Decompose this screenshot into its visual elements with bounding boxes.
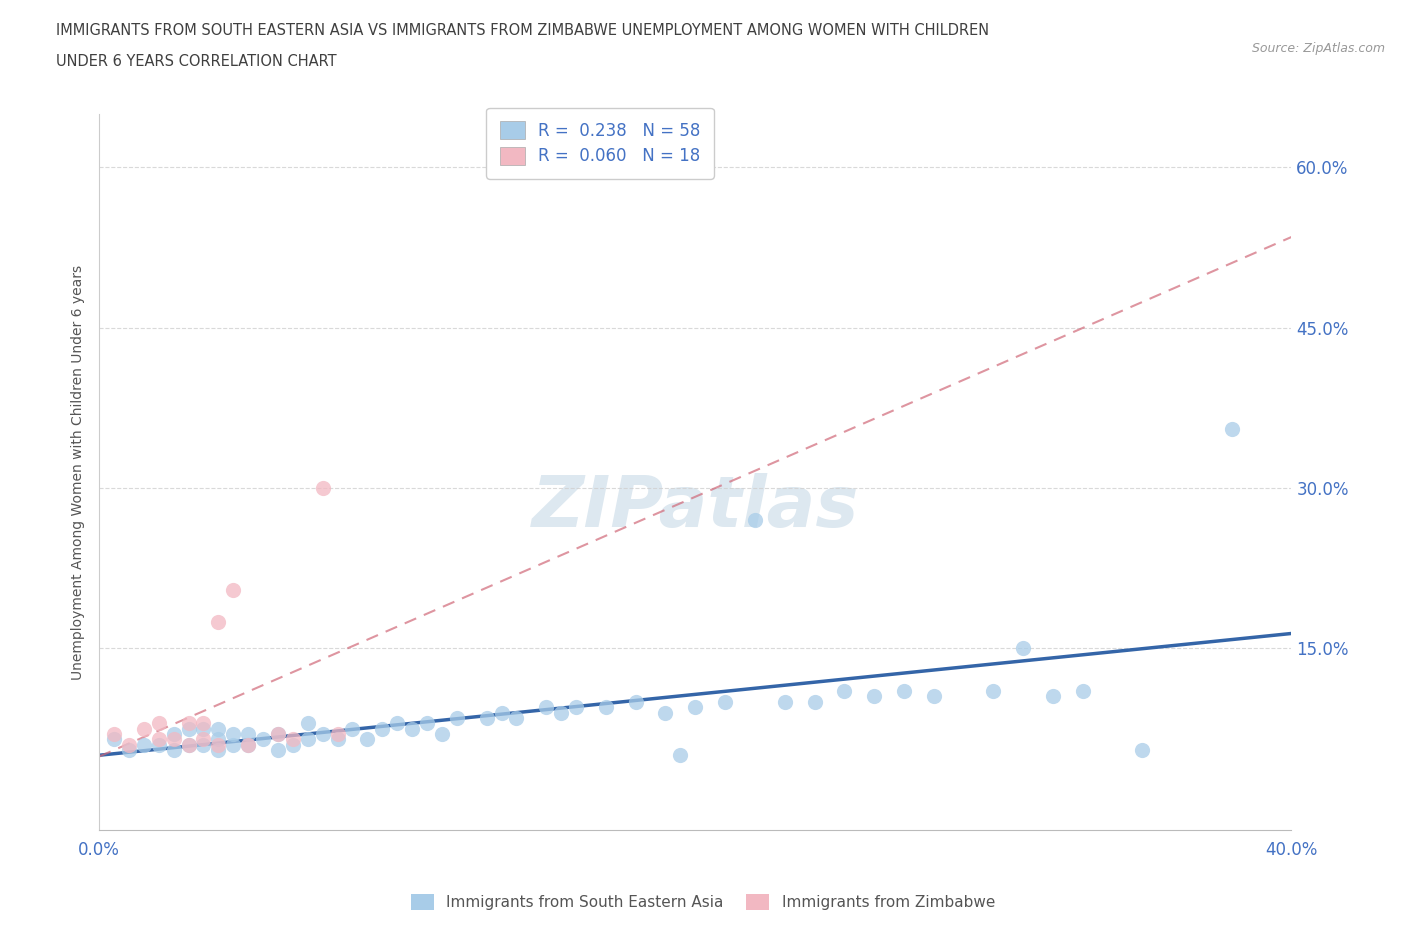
Point xyxy=(267,726,290,741)
Point xyxy=(863,689,886,704)
Point xyxy=(207,614,229,629)
Point xyxy=(252,732,274,747)
Point xyxy=(1220,422,1243,437)
Point xyxy=(281,732,304,747)
Text: UNDER 6 YEARS CORRELATION CHART: UNDER 6 YEARS CORRELATION CHART xyxy=(56,54,337,69)
Point xyxy=(326,726,349,741)
Point xyxy=(565,699,588,714)
Point xyxy=(207,737,229,752)
Point xyxy=(1071,684,1094,698)
Point xyxy=(401,721,423,736)
Point xyxy=(803,695,825,710)
Point xyxy=(983,684,1005,698)
Point xyxy=(326,732,349,747)
Point xyxy=(387,716,409,731)
Point xyxy=(132,721,155,736)
Point xyxy=(685,699,707,714)
Point xyxy=(1132,742,1154,757)
Point xyxy=(624,695,647,710)
Point xyxy=(371,721,394,736)
Point xyxy=(595,699,617,714)
Point xyxy=(193,737,215,752)
Point xyxy=(922,689,945,704)
Point xyxy=(536,699,558,714)
Point xyxy=(312,726,335,741)
Point xyxy=(416,716,439,731)
Text: Source: ZipAtlas.com: Source: ZipAtlas.com xyxy=(1251,42,1385,55)
Point xyxy=(714,695,737,710)
Point xyxy=(312,481,335,496)
Point xyxy=(238,737,260,752)
Point xyxy=(744,512,766,527)
Point xyxy=(267,742,290,757)
Legend: Immigrants from South Eastern Asia, Immigrants from Zimbabwe: Immigrants from South Eastern Asia, Immi… xyxy=(404,886,1002,918)
Point xyxy=(148,737,170,752)
Point xyxy=(238,726,260,741)
Point xyxy=(297,732,319,747)
Point xyxy=(118,742,141,757)
Point xyxy=(163,742,186,757)
Point xyxy=(177,721,200,736)
Point xyxy=(177,716,200,731)
Point xyxy=(207,721,229,736)
Point xyxy=(1042,689,1064,704)
Text: IMMIGRANTS FROM SOUTH EASTERN ASIA VS IMMIGRANTS FROM ZIMBABWE UNEMPLOYMENT AMON: IMMIGRANTS FROM SOUTH EASTERN ASIA VS IM… xyxy=(56,23,990,38)
Point xyxy=(193,732,215,747)
Point xyxy=(1012,641,1035,656)
Point xyxy=(505,711,527,725)
Point xyxy=(207,732,229,747)
Point xyxy=(148,716,170,731)
Point xyxy=(132,737,155,752)
Point xyxy=(356,732,378,747)
Point xyxy=(475,711,498,725)
Point xyxy=(177,737,200,752)
Point xyxy=(669,748,692,763)
Text: ZIPatlas: ZIPatlas xyxy=(531,473,859,542)
Point xyxy=(238,737,260,752)
Point xyxy=(148,732,170,747)
Point xyxy=(222,737,245,752)
Point xyxy=(163,732,186,747)
Legend: R =  0.238   N = 58, R =  0.060   N = 18: R = 0.238 N = 58, R = 0.060 N = 18 xyxy=(486,108,714,179)
Point xyxy=(118,737,141,752)
Point xyxy=(893,684,915,698)
Point xyxy=(103,726,125,741)
Point xyxy=(281,737,304,752)
Point xyxy=(446,711,468,725)
Point xyxy=(222,726,245,741)
Point xyxy=(103,732,125,747)
Point xyxy=(342,721,364,736)
Point xyxy=(267,726,290,741)
Point xyxy=(297,716,319,731)
Point xyxy=(193,721,215,736)
Point xyxy=(430,726,453,741)
Point xyxy=(491,705,513,720)
Point xyxy=(163,726,186,741)
Y-axis label: Unemployment Among Women with Children Under 6 years: Unemployment Among Women with Children U… xyxy=(72,264,86,680)
Point xyxy=(177,737,200,752)
Point xyxy=(193,716,215,731)
Point xyxy=(834,684,856,698)
Point xyxy=(773,695,796,710)
Point xyxy=(654,705,676,720)
Point xyxy=(550,705,572,720)
Point xyxy=(222,582,245,597)
Point xyxy=(207,742,229,757)
